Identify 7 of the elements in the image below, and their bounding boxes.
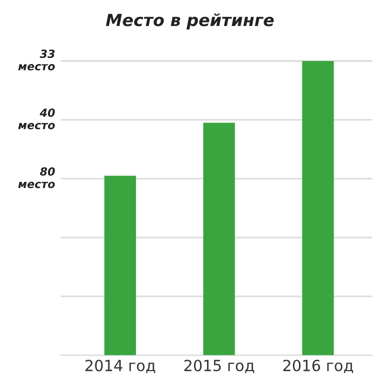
chart-title: Место в рейтинге xyxy=(106,13,274,30)
x-tick-label: 2015 год xyxy=(184,360,254,374)
x-tick-label: 2014 год xyxy=(85,360,156,374)
x-tick-label: 2016 год xyxy=(283,360,354,374)
text: 40 место xyxy=(18,108,55,130)
text: 80 место xyxy=(18,167,55,188)
text: 33 место xyxy=(18,50,55,70)
